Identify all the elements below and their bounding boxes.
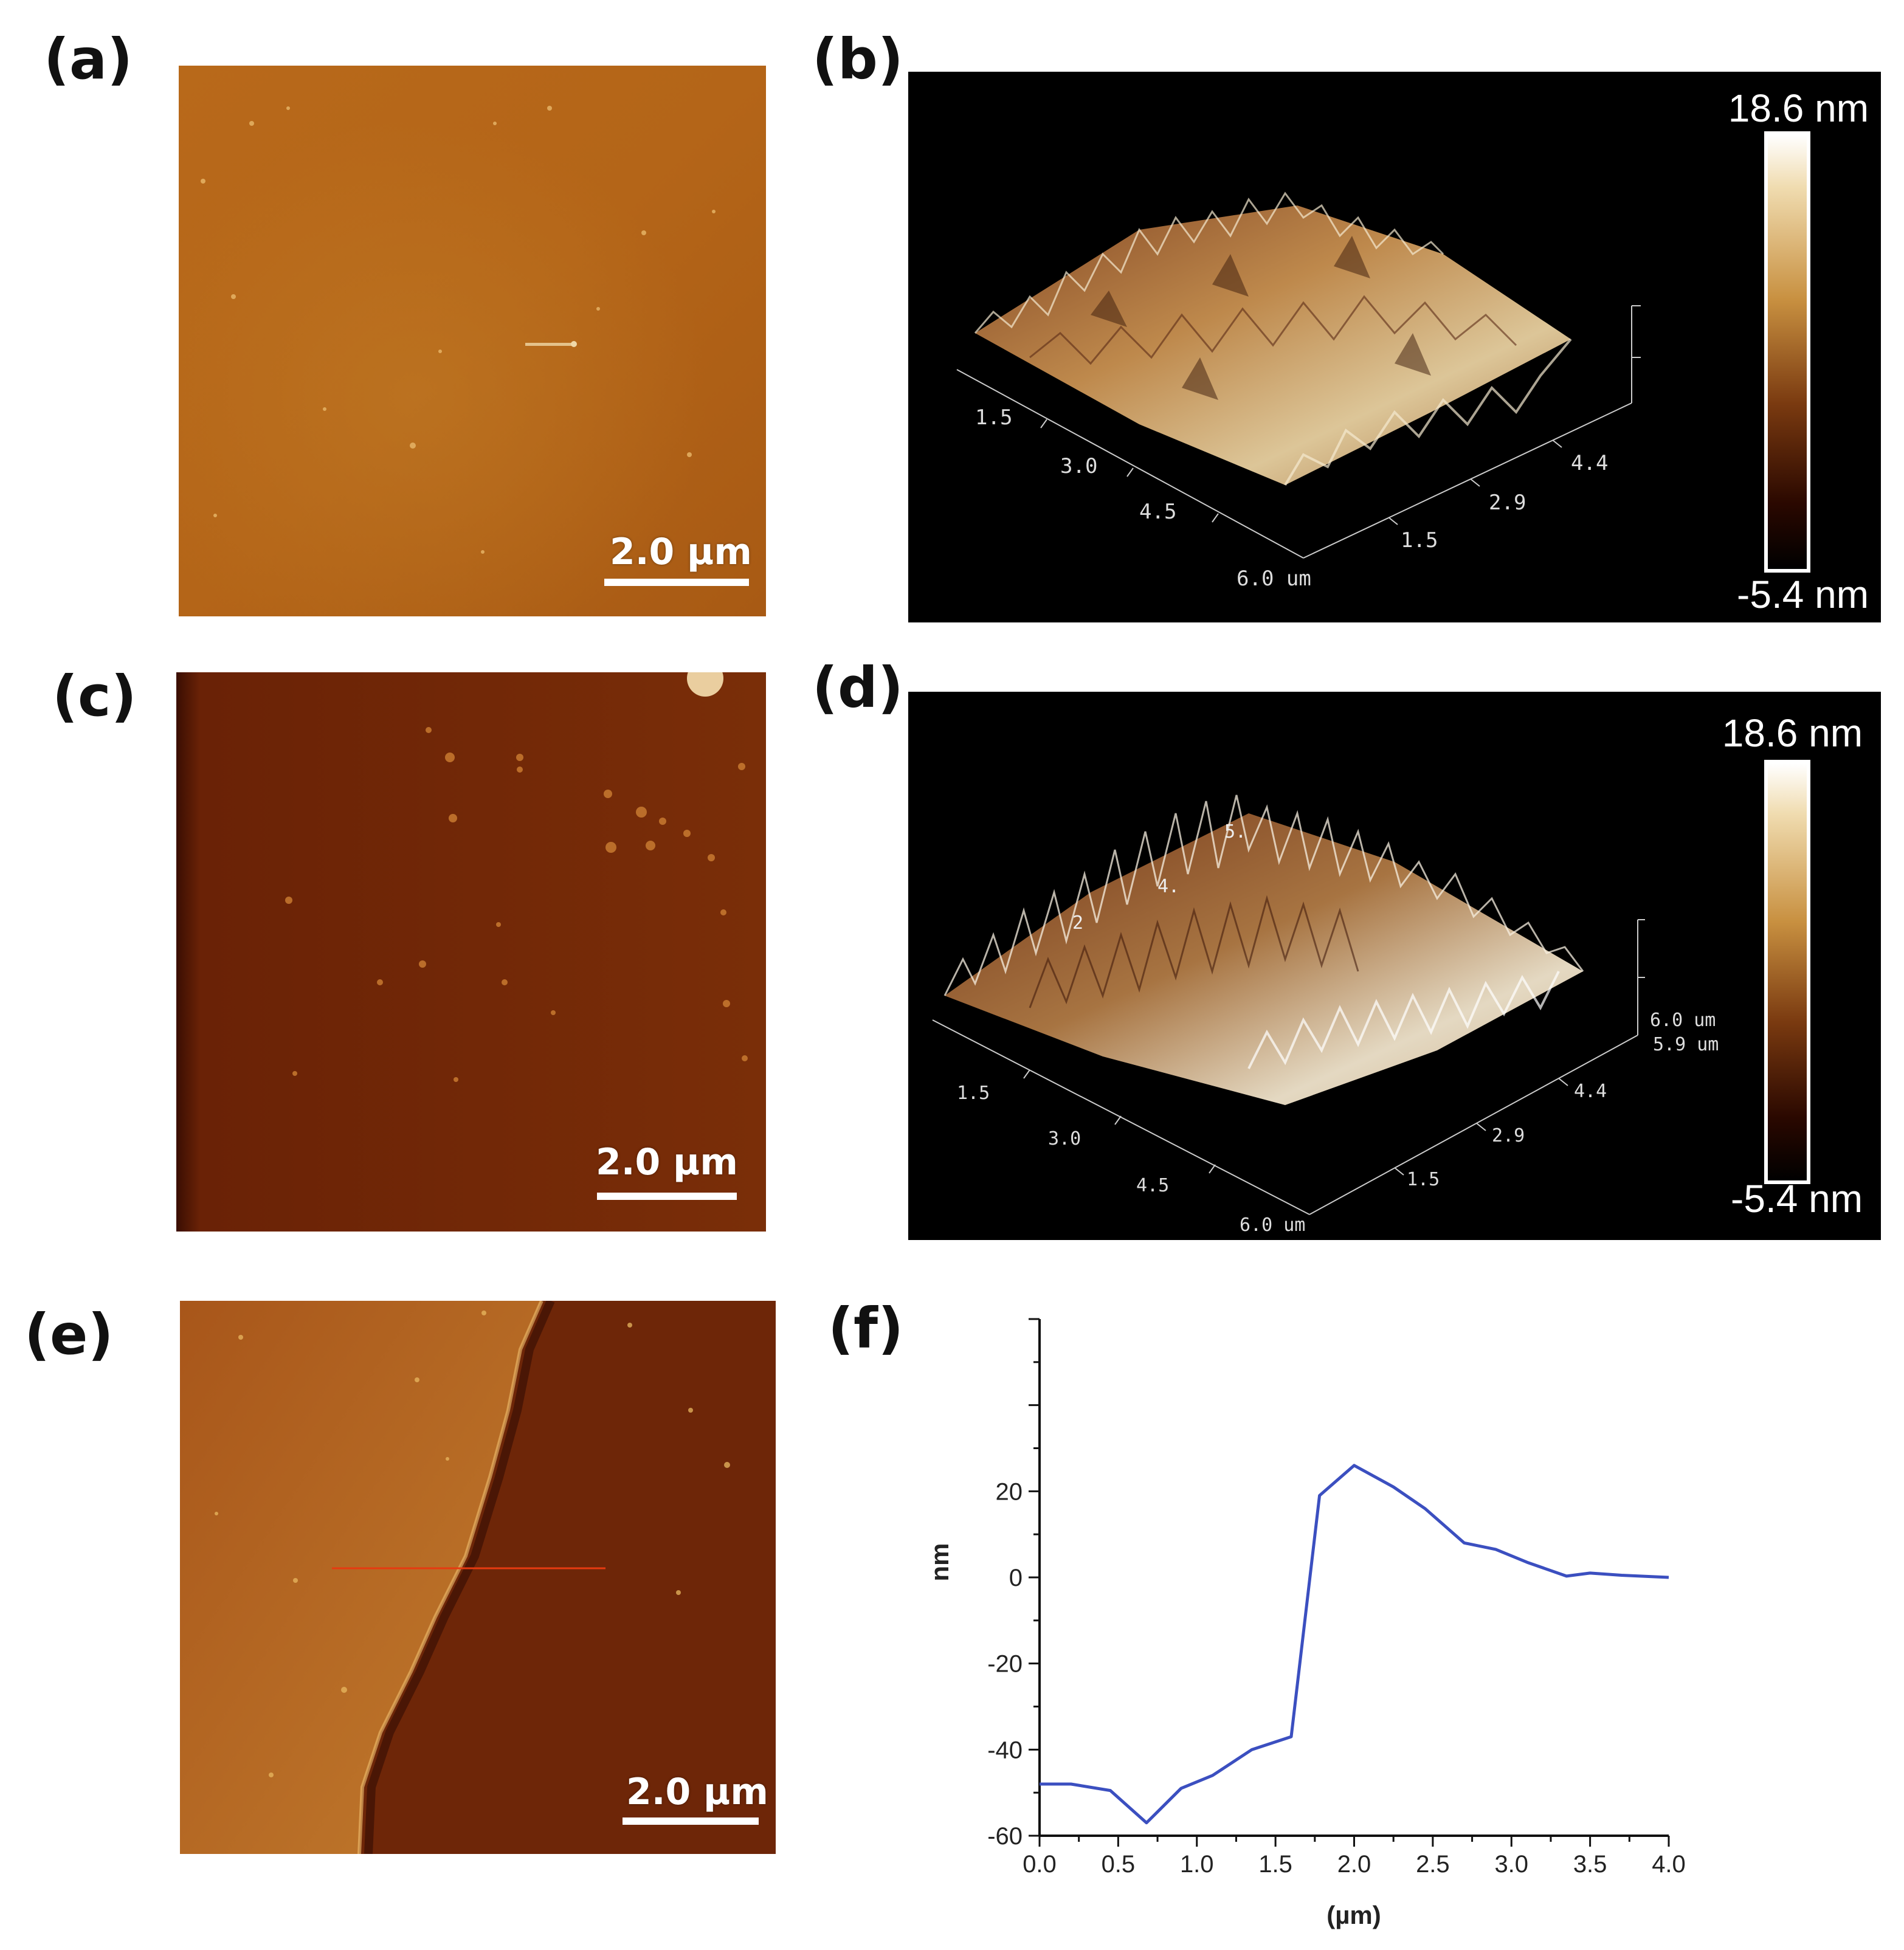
- chart-f-x-tick-label: 3.0: [1494, 1851, 1528, 1878]
- b-y-tick-3: 4.4: [1571, 451, 1608, 475]
- colorbar-b: [1764, 131, 1810, 573]
- d-inner-label-2: 4.: [1157, 876, 1179, 897]
- afm-3d-b: 1.5 3.0 4.5 6.0 um 1.5 2.9 4.4 18.6 nm -…: [908, 72, 1881, 622]
- panel-label-b: (b): [812, 27, 903, 92]
- d-x-tick-1: 1.5: [957, 1083, 990, 1104]
- chart-f-y-tick-label: 0: [1009, 1565, 1023, 1591]
- afm-3d-b-surface: 1.5 3.0 4.5 6.0 um 1.5 2.9 4.4: [956, 191, 1641, 591]
- d-y-tick-3: 4.4: [1574, 1081, 1607, 1102]
- scale-bar-label-a: 2.0 µm: [610, 531, 752, 573]
- panel-label-d: (d): [812, 655, 903, 720]
- chart-f-x-tick-label: 0.5: [1102, 1851, 1136, 1878]
- colorbar-d: [1764, 760, 1810, 1184]
- d-y-tick-4: 5.9 um: [1653, 1034, 1719, 1055]
- scale-bar-label-c: 2.0 µm: [596, 1141, 738, 1183]
- chart-f-ylabel: nm: [925, 1543, 954, 1582]
- chart-f-x-tick-label: 2.5: [1416, 1851, 1450, 1878]
- chart-f-x-tick-label: 3.5: [1573, 1851, 1607, 1878]
- chart-f-axes: [1038, 1319, 1669, 1837]
- chart-f-x-tick-label: 1.5: [1258, 1851, 1292, 1878]
- afm-image-a: [179, 66, 766, 616]
- b-x-tick-2: 3.0: [1060, 454, 1097, 478]
- colorbar-min-d: -5.4 nm: [1731, 1177, 1863, 1221]
- afm-image-e: [180, 1301, 776, 1854]
- scale-bar-c: [597, 1193, 737, 1200]
- b-x-tick-1: 1.5: [975, 405, 1012, 430]
- b-y-tick-1: 1.5: [1401, 528, 1438, 553]
- b-x-tick-4: 6.0 um: [1237, 567, 1311, 591]
- chart-f-y-tick-label: -40: [987, 1737, 1023, 1763]
- panel-label-c: (c): [52, 664, 137, 729]
- chart-f-xlabel: (µm): [1326, 1901, 1381, 1929]
- chart-f-series-line: [1040, 1464, 1669, 1825]
- chart-f-y-tick-label: 20: [996, 1478, 1023, 1505]
- colorbar-max-b: 18.6 nm: [1728, 86, 1869, 130]
- b-y-tick-2: 2.9: [1489, 491, 1526, 515]
- d-y-tick-1: 1.5: [1407, 1169, 1440, 1190]
- chart-f-x-tick-label: 0.0: [1023, 1851, 1057, 1878]
- chart-f-x-tick-label: 1.0: [1180, 1851, 1214, 1878]
- d-inner-label-1: 5.: [1224, 821, 1246, 842]
- scale-bar-e: [623, 1817, 759, 1825]
- chart-f: 200-20-40-600.0 0.5 1.0 1.5 2.0 2.5 3.0 3.5 4.0 …: [925, 1318, 1686, 1929]
- d-x-tick-2: 3.0: [1048, 1128, 1081, 1149]
- afm-3d-d-surface: 5. 4. 2 1.5 3.0 4.5 6.0 um 1.5 2.9 4.4 5…: [932, 794, 1719, 1236]
- d-y-tick-2: 2.9: [1492, 1125, 1525, 1146]
- d-x-tick-4: 6.0 um: [1240, 1214, 1305, 1236]
- panel-label-e: (e): [24, 1302, 114, 1367]
- chart-f-y-tick-label: -60: [987, 1823, 1023, 1850]
- chart-f-x-tick-label: 4.0: [1652, 1851, 1686, 1878]
- colorbar-min-b: -5.4 nm: [1737, 573, 1869, 616]
- panel-label-a: (a): [44, 27, 133, 92]
- chart-f-ticks: 20 0 -20 -40 -600.0 0.5 1.0 1.5 2.0 2.5 3.0 3.5 4.0: [987, 1318, 1686, 1878]
- d-inner-label-3: 2: [1072, 912, 1083, 934]
- afm-image-a-surface: [179, 66, 766, 616]
- panel-label-f: (f): [828, 1296, 904, 1361]
- chart-f-y-tick-label: -20: [987, 1651, 1023, 1678]
- colorbar-max-d: 18.6 nm: [1722, 711, 1863, 755]
- afm-image-e-surface: [180, 1301, 776, 1854]
- d-x-tick-3: 4.5: [1136, 1175, 1169, 1196]
- afm-image-c-surface: [176, 672, 766, 1232]
- d-extra-tick: 6.0 um: [1650, 1010, 1716, 1031]
- scale-bar-label-e: 2.0 µm: [626, 1771, 768, 1813]
- scale-bar-a: [604, 579, 749, 586]
- afm-3d-d: 5. 4. 2 1.5 3.0 4.5 6.0 um 1.5 2.9 4.4 5…: [908, 692, 1881, 1240]
- chart-f-x-tick-label: 2.0: [1337, 1851, 1371, 1878]
- afm-image-c: [176, 672, 766, 1232]
- b-x-tick-3: 4.5: [1139, 500, 1176, 524]
